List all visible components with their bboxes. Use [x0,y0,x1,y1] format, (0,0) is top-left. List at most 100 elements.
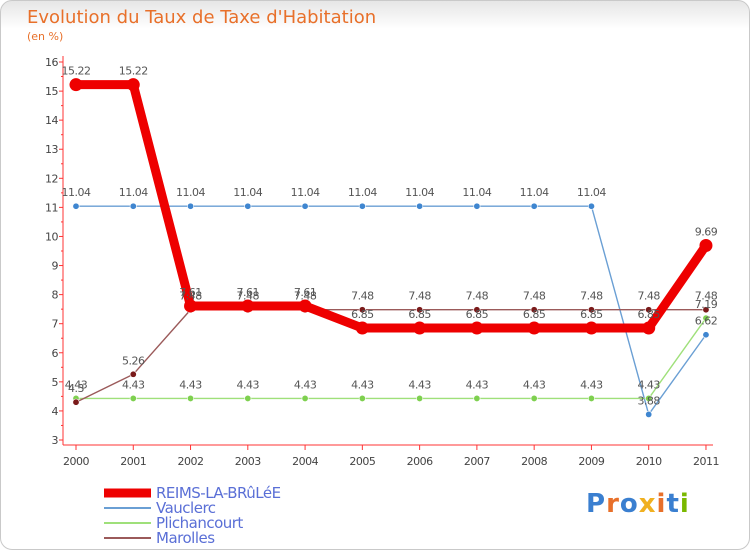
x-tick-label: 2000 [63,455,89,468]
brand-letter: o [619,489,639,519]
legend-label: Plichancourt [156,514,243,532]
data-label: 7.61 [237,286,260,299]
x-tick-label: 2001 [120,455,146,468]
data-label: 6.85 [637,308,660,321]
x-tick-label: 2002 [178,455,204,468]
series-line-1 [75,205,707,416]
data-point [244,394,252,402]
data-label: 11.04 [233,186,262,199]
data-point [473,202,481,210]
legend-label: REIMS-LA-BRûLéE [156,484,281,502]
series-line-3 [75,309,707,403]
data-label: 4.43 [179,378,202,391]
data-point [645,394,653,402]
data-point [702,314,710,322]
data-label: 15.22 [62,65,91,78]
data-point [530,394,538,402]
data-label: 4.3 [68,382,84,395]
data-label: 11.04 [348,186,377,199]
data-point [301,394,309,402]
data-label: 7.61 [294,286,317,299]
x-tick-label: 2009 [578,455,604,468]
data-point [416,394,424,402]
data-point [530,306,538,314]
data-point [645,306,653,314]
x-tick-label: 2006 [407,455,433,468]
y-tick-label: 8 [52,289,59,302]
data-label: 6.85 [523,308,546,321]
data-label: 6.85 [466,308,489,321]
data-point [473,306,481,314]
data-point [702,306,710,314]
data-label: 6.62 [695,315,718,328]
data-point [355,321,369,335]
data-point [645,410,653,418]
data-point [699,238,713,252]
y-tick-label: 5 [52,376,59,389]
y-tick-label: 3 [52,434,59,447]
data-point [129,202,137,210]
data-label: 4.43 [122,378,145,391]
x-tick-label: 2005 [349,455,375,468]
x-tick-label: 2003 [235,455,261,468]
x-tick-label: 2004 [292,455,318,468]
y-tick-label: 7 [52,318,59,331]
brand-letter: P [586,489,607,519]
data-label: 11.04 [291,186,320,199]
brand-letter: x [638,489,657,519]
chart-title: Evolution du Taux de Taxe d'Habitation [27,7,377,28]
data-label: 4.43 [523,378,546,391]
data-label: 11.04 [462,186,491,199]
data-label: 7.48 [580,290,603,303]
data-point [72,398,80,406]
data-point [416,202,424,210]
brand-letter: t [666,489,680,519]
y-tick-label: 13 [45,143,58,156]
data-point [642,321,656,335]
data-point [184,299,198,313]
y-tick-label: 15 [45,85,58,98]
data-label: 11.04 [577,186,606,199]
data-label: 9.69 [695,225,718,238]
data-label: 7.48 [695,290,718,303]
data-point [187,202,195,210]
data-label: 3.88 [637,394,660,407]
legend-label: Vauclerc [156,499,216,517]
y-tick-label: 4 [52,405,59,418]
chart-subtitle: (en %) [27,30,64,43]
data-label: 4.43 [580,378,603,391]
data-label: 7.48 [637,290,660,303]
y-tick-label: 12 [45,172,58,185]
data-point [301,202,309,210]
data-label: 7.19 [695,298,718,311]
data-point [126,78,140,92]
data-point [241,299,255,313]
data-point [587,394,595,402]
x-tick-label: 2007 [464,455,490,468]
x-tick-label: 2010 [636,455,662,468]
y-tick-label: 14 [45,114,58,127]
y-tick-label: 16 [45,56,58,69]
data-label: 4.43 [408,378,431,391]
data-label: 4.43 [237,378,260,391]
data-point [358,394,366,402]
data-point [416,306,424,314]
data-point [530,202,538,210]
data-label: 11.04 [405,186,434,199]
data-point [584,321,598,335]
brand-logo: Proxiti [586,489,690,519]
data-label: 5.26 [122,354,145,367]
data-point [358,202,366,210]
data-point [527,321,541,335]
data-point [413,321,427,335]
data-point [473,394,481,402]
data-label: 7.48 [466,290,489,303]
data-label: 7.48 [179,290,202,303]
data-label: 11.04 [176,186,205,199]
data-label: 4.43 [65,378,88,391]
data-label: 6.85 [580,308,603,321]
brand-letter: i [679,489,690,519]
data-point [470,321,484,335]
